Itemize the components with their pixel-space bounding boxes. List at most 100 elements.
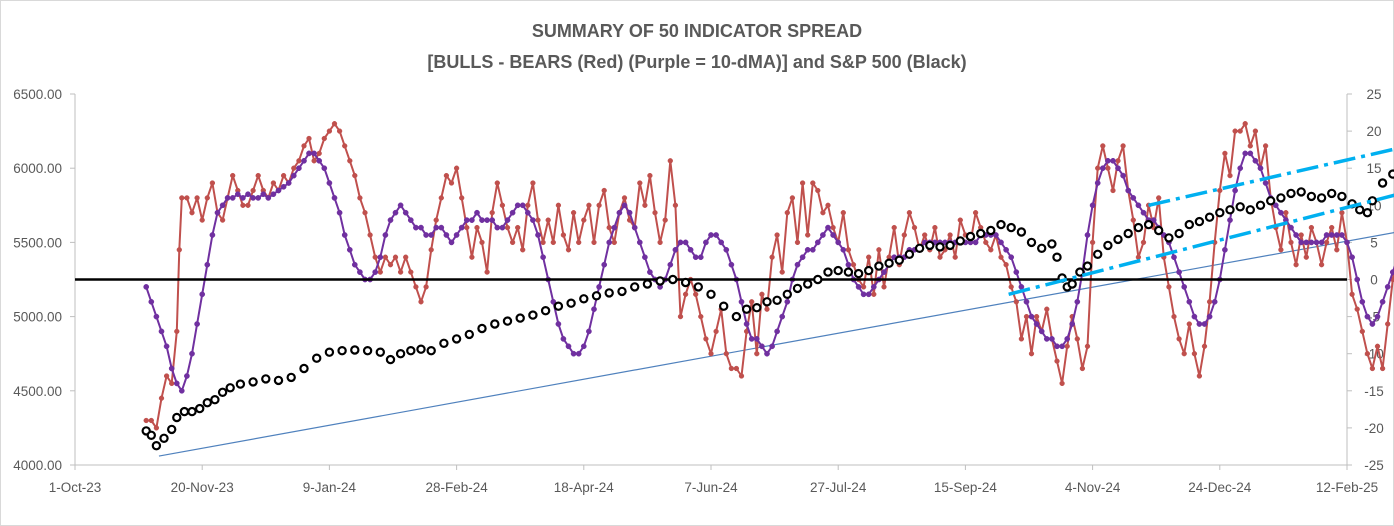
bulls-bears-point [179, 195, 185, 201]
sp500-point [451, 334, 462, 344]
ma10-point [290, 172, 297, 179]
bulls-bears-point [779, 269, 785, 275]
bulls-bears-point [1105, 165, 1111, 171]
bulls-bears-point [326, 128, 333, 134]
ma10-point [245, 191, 251, 198]
sp500-point [385, 354, 396, 365]
bulls-bears-point [1369, 365, 1376, 372]
bulls-bears-point [189, 210, 195, 216]
sp500-point [1245, 205, 1256, 215]
bulls-bears-point [443, 172, 450, 179]
ma10-point [769, 343, 775, 350]
ma10-point [708, 232, 714, 238]
ma10-point [1318, 239, 1325, 246]
bulls-bears-point [250, 187, 256, 194]
bulls-bears-point [1054, 358, 1060, 364]
bulls-bears-point [998, 254, 1004, 260]
ma10-point [474, 209, 480, 216]
ma10-point [148, 298, 155, 305]
sp500-point [477, 323, 487, 334]
ma10-point [1171, 254, 1177, 261]
sp500-point [1388, 169, 1394, 179]
bulls-bears-point [245, 202, 251, 208]
ma10-point [301, 157, 307, 164]
bulls-bears-point [515, 224, 521, 231]
sp500-point [1103, 240, 1113, 251]
ma10-point [1257, 165, 1264, 172]
bulls-bears-point [591, 239, 597, 246]
sp500-point [655, 276, 665, 286]
sp500-point [853, 268, 864, 279]
bulls-bears-point [255, 172, 261, 179]
ma10-point [163, 343, 170, 350]
sp500-point [884, 258, 894, 268]
sp500-point [1276, 193, 1286, 203]
y-right-tick-label: 25 [1366, 87, 1381, 102]
ma10-point [1110, 157, 1116, 164]
bulls-bears-point [464, 224, 470, 231]
bulls-bears-point [642, 202, 648, 208]
x-tick-label: 7-Jun-24 [684, 480, 738, 495]
sp500-point [225, 383, 235, 393]
sp500-point [202, 398, 212, 408]
ma10-point [667, 261, 674, 268]
ma10-point [1272, 202, 1279, 209]
ma10-point [1049, 336, 1055, 342]
bulls-bears-point [988, 247, 994, 253]
x-tick-label: 18-Apr-24 [554, 480, 615, 495]
ma10-point [799, 254, 806, 261]
sp500-point [823, 267, 833, 277]
bulls-bears-point [1334, 247, 1340, 253]
sp500-point [350, 345, 360, 355]
ma10-point [784, 298, 791, 305]
sp500-point [965, 231, 976, 242]
sp500-point [894, 255, 905, 265]
sp500-point [179, 406, 190, 417]
ma10-point [616, 209, 623, 216]
sp500-point [1067, 279, 1077, 289]
sp500-point [362, 346, 373, 356]
ma10-point [1328, 232, 1335, 238]
bulls-bears-point [1171, 313, 1177, 320]
bulls-bears-point [570, 210, 577, 216]
ma10-point [280, 183, 287, 190]
ma10-point [1089, 202, 1096, 209]
ma10-point [672, 246, 679, 253]
sp500-point [1265, 196, 1276, 206]
ma10-point [1115, 165, 1121, 172]
bulls-bears-point [560, 232, 567, 238]
ma10-point [697, 254, 704, 261]
sp500-point [1337, 191, 1347, 202]
ma10-point [189, 350, 195, 357]
bulls-bears-point [1115, 158, 1121, 164]
ma10-point [1313, 239, 1320, 246]
bulls-bears-point [698, 313, 704, 320]
bulls-bears-point [357, 195, 363, 201]
bulls-bears-point [1089, 239, 1096, 246]
bulls-bears-point [799, 180, 806, 186]
ma10-point [753, 336, 760, 342]
bulls-bears-point [306, 135, 312, 142]
bulls-bears-point [621, 195, 628, 201]
bulls-bears-point [1166, 284, 1172, 290]
bulls-bears-point [1308, 224, 1315, 231]
ma10-point [1227, 217, 1233, 223]
bulls-bears-point [860, 284, 867, 290]
sp500-point [312, 353, 322, 363]
bulls-bears-point [1135, 254, 1142, 260]
x-tick-label: 4-Nov-24 [1065, 480, 1121, 495]
bulls-bears-point [316, 150, 322, 157]
chart-subtitle: [BULLS - BEARS (Red) (Purple = 10-dMA)] … [427, 52, 966, 72]
bulls-bears-point [1028, 351, 1035, 357]
bulls-bears-point [774, 232, 780, 238]
y-left-tick-label: 5500.00 [13, 235, 62, 250]
sp500-point [210, 395, 220, 405]
ma10-point [1206, 313, 1213, 320]
sp500-point [719, 301, 729, 311]
sp500-point [194, 403, 205, 414]
bulls-bears-point [652, 210, 658, 216]
y-right-tick-label: -25 [1364, 458, 1384, 473]
bulls-bears-point [672, 202, 679, 208]
ma10-point [402, 209, 409, 216]
